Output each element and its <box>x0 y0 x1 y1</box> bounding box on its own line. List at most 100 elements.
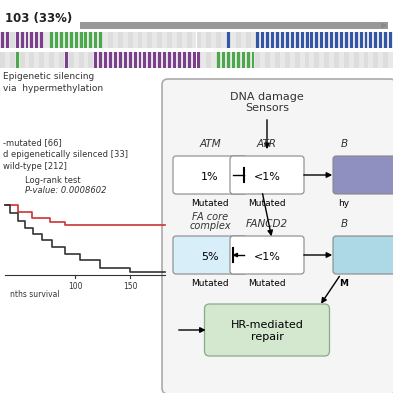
Bar <box>193 52 195 68</box>
Bar <box>192 32 196 48</box>
Bar <box>98 32 103 48</box>
Bar <box>90 32 92 48</box>
Text: Mutated: Mutated <box>248 199 286 208</box>
Bar <box>237 52 240 68</box>
Bar <box>178 52 181 68</box>
Bar <box>325 32 328 48</box>
Bar <box>241 52 246 68</box>
Bar <box>20 32 24 48</box>
Bar <box>196 32 202 48</box>
Bar <box>109 52 112 68</box>
Bar <box>64 32 69 48</box>
Bar <box>39 52 44 68</box>
Bar <box>296 32 299 48</box>
Bar <box>221 52 226 68</box>
Bar <box>21 32 24 48</box>
Bar <box>344 52 349 68</box>
Bar <box>360 32 362 48</box>
Bar <box>242 52 244 68</box>
Bar <box>246 32 251 48</box>
Bar <box>31 32 33 48</box>
Bar <box>94 52 98 68</box>
FancyBboxPatch shape <box>230 236 304 274</box>
Bar <box>80 22 388 29</box>
Bar <box>217 52 220 68</box>
Bar <box>226 32 231 48</box>
Bar <box>54 32 59 48</box>
Bar <box>64 52 69 68</box>
Bar <box>5 52 10 68</box>
Bar <box>0 32 5 48</box>
Text: Sensors: Sensors <box>245 103 289 113</box>
Bar <box>50 32 53 48</box>
Bar <box>177 32 182 48</box>
Bar <box>345 32 348 48</box>
Bar <box>113 32 118 48</box>
Text: 103 (33%): 103 (33%) <box>5 12 72 25</box>
Bar <box>265 52 270 68</box>
FancyBboxPatch shape <box>173 156 247 194</box>
Bar <box>384 32 387 48</box>
Bar <box>172 32 177 48</box>
Bar <box>315 32 318 48</box>
Bar <box>79 32 83 48</box>
Bar <box>202 52 206 68</box>
Bar <box>202 32 206 48</box>
Bar <box>255 52 261 68</box>
Bar <box>153 52 156 68</box>
Text: B: B <box>340 219 347 229</box>
Bar <box>211 32 216 48</box>
Bar <box>314 52 320 68</box>
Bar <box>60 32 63 48</box>
Bar <box>114 52 117 68</box>
Bar <box>378 52 383 68</box>
Bar <box>231 32 236 48</box>
Bar <box>334 32 339 48</box>
Text: Log-rank test: Log-rank test <box>25 176 81 185</box>
Bar <box>69 52 73 68</box>
Bar <box>369 32 373 48</box>
Bar <box>182 32 187 48</box>
Bar <box>339 52 344 68</box>
Bar <box>123 32 128 48</box>
Bar <box>285 52 290 68</box>
FancyBboxPatch shape <box>204 304 329 356</box>
Bar <box>113 52 118 68</box>
Bar <box>65 52 68 68</box>
Bar <box>251 32 255 48</box>
Bar <box>88 52 94 68</box>
Bar <box>157 52 162 68</box>
Bar <box>320 32 323 48</box>
Text: ATM: ATM <box>199 139 221 149</box>
Bar <box>188 52 191 68</box>
Bar <box>270 32 275 48</box>
Bar <box>163 52 166 68</box>
Bar <box>134 52 136 68</box>
Bar <box>6 32 9 48</box>
Bar <box>104 52 107 68</box>
Bar <box>74 32 79 48</box>
Bar <box>74 52 79 68</box>
Bar <box>365 32 367 48</box>
Bar <box>143 52 146 68</box>
Bar <box>379 32 382 48</box>
Bar <box>118 52 123 68</box>
Bar <box>26 32 29 48</box>
Bar <box>354 52 359 68</box>
Text: <1%: <1% <box>253 172 281 182</box>
Bar <box>330 32 333 48</box>
Bar <box>339 32 344 48</box>
Text: complex: complex <box>189 221 231 231</box>
Text: P-value: 0.0008602: P-value: 0.0008602 <box>25 186 107 195</box>
Bar <box>15 32 20 48</box>
Bar <box>83 32 88 48</box>
Bar <box>329 52 334 68</box>
Bar <box>29 32 35 48</box>
Bar <box>227 52 230 68</box>
Bar <box>94 32 98 48</box>
Bar <box>147 52 152 68</box>
Bar <box>364 32 369 48</box>
Text: <1%: <1% <box>253 252 281 262</box>
Bar <box>290 32 295 48</box>
Text: Epigenetic silencing
via  hypermethylation: Epigenetic silencing via hypermethylatio… <box>3 72 103 93</box>
